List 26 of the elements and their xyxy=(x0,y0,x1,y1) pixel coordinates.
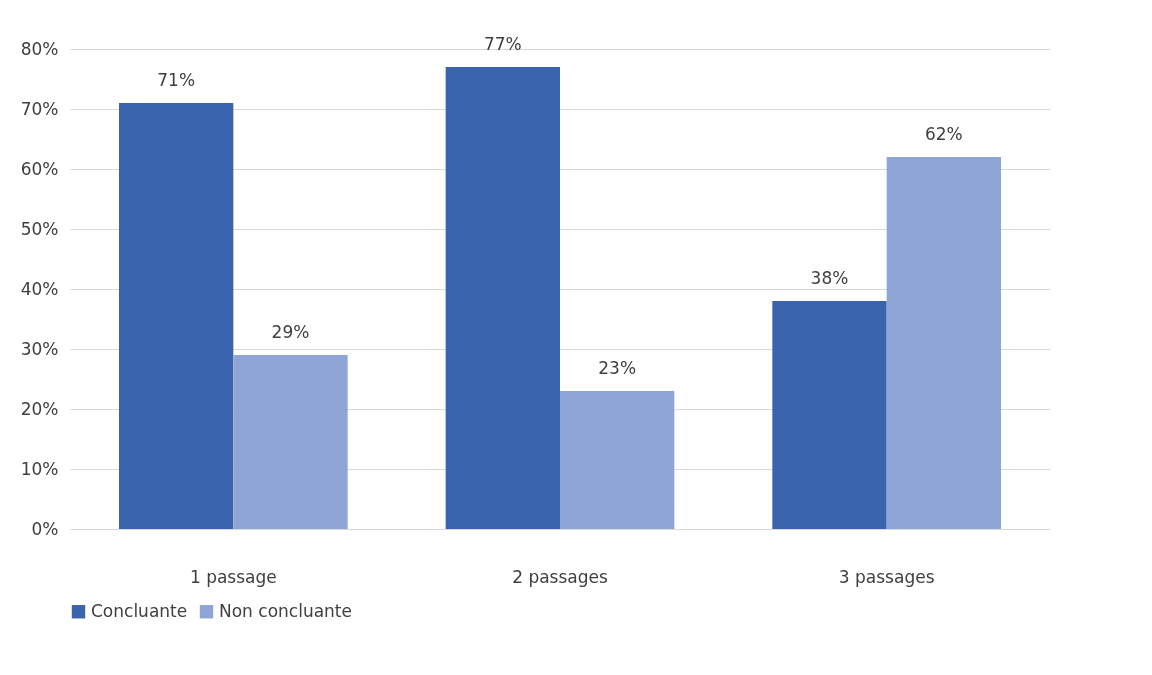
legend-label: Non concluante xyxy=(219,600,352,621)
legend-label: Concluante xyxy=(91,600,188,621)
data-label: 62% xyxy=(924,124,963,144)
x-tick-label: 1 passage xyxy=(189,566,277,587)
y-tick-label: 20% xyxy=(20,398,59,419)
y-tick-label: 30% xyxy=(20,338,59,359)
x-tick-label: 2 passages xyxy=(512,566,608,587)
y-tick-label: 60% xyxy=(20,158,59,179)
bar xyxy=(560,391,675,529)
y-tick-label: 80% xyxy=(20,38,59,59)
data-label: 29% xyxy=(271,322,310,342)
y-tick-label: 10% xyxy=(20,458,59,479)
y-tick-label: 40% xyxy=(20,278,59,299)
bar xyxy=(233,355,348,529)
bar xyxy=(119,103,234,529)
bar xyxy=(772,301,887,529)
bar xyxy=(886,157,1001,529)
data-label: 77% xyxy=(483,34,522,54)
data-label: 38% xyxy=(810,268,849,288)
bar xyxy=(445,67,560,529)
y-tick-label: 50% xyxy=(20,218,59,239)
data-label: 23% xyxy=(598,358,637,378)
x-tick-label: 3 passages xyxy=(838,566,935,587)
y-tick-label: 0% xyxy=(31,518,59,539)
data-label: 71% xyxy=(157,70,196,90)
y-tick-label: 70% xyxy=(20,98,59,119)
